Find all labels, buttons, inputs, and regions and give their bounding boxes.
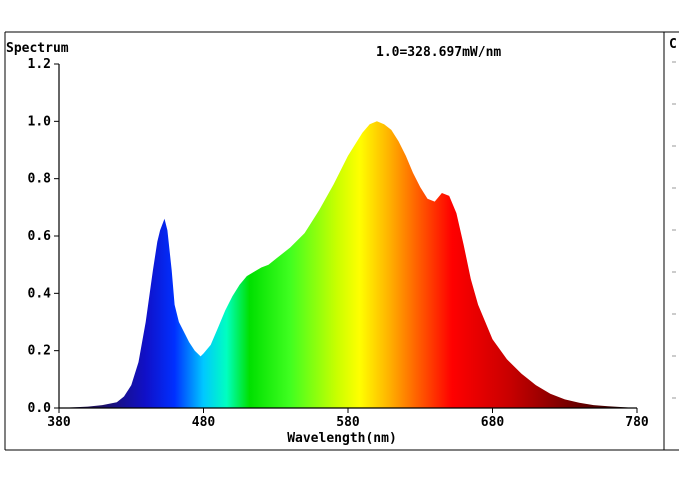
x-tick-label: 580 <box>336 415 360 430</box>
x-tick-label: 780 <box>625 415 649 430</box>
chart-title: Spectrum <box>6 41 69 56</box>
y-tick-label: 1.0 <box>28 114 52 129</box>
x-tick-label: 480 <box>192 415 216 430</box>
side-panel-label: C <box>669 37 677 52</box>
y-tick-label: 0.2 <box>28 344 51 359</box>
x-ticks: 380 480 580 680 780 <box>47 408 649 430</box>
y-ticks: 0.0 0.2 0.4 0.6 0.8 1.0 1.2 <box>28 57 59 416</box>
x-tick-label: 680 <box>481 415 505 430</box>
y-tick-label: 1.2 <box>28 57 51 72</box>
y-tick-label: 0.8 <box>28 172 52 187</box>
y-tick-label: 0.4 <box>28 286 52 301</box>
scale-note: 1.0=328.697mW/nm <box>376 45 501 60</box>
spectrum-area <box>59 121 637 409</box>
y-tick-label: 0.0 <box>28 401 52 416</box>
x-axis-label: Wavelength(nm) <box>287 431 397 446</box>
x-tick-label: 380 <box>47 415 71 430</box>
side-panel-marks <box>672 61 676 399</box>
y-tick-label: 0.6 <box>28 229 52 244</box>
